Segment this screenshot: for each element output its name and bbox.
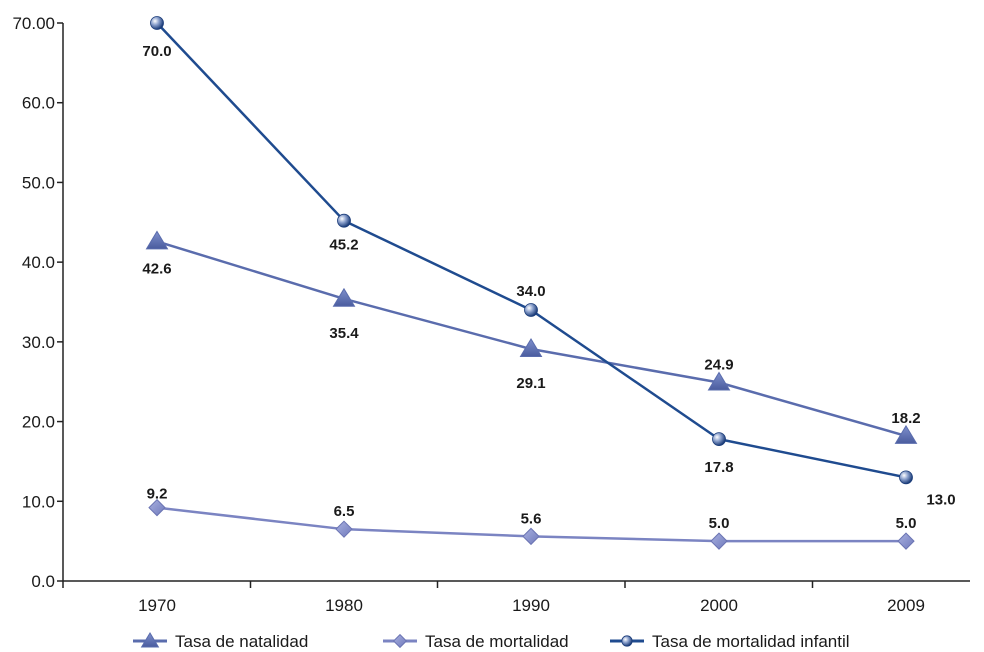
data-label: 70.0: [142, 43, 171, 60]
axes: 0.0 10.0 20.0 30.0 40.0 50.0 60.0 70.00 1970 1980…: [12, 14, 970, 615]
data-label: 5.0: [896, 515, 917, 532]
y-tick-label: 20.0: [22, 413, 55, 432]
data-labels: 42.6 35.4 29.1 24.9 18.2 9.2 6.5 5.6 5.0 5.0 70.0 4…: [142, 43, 955, 532]
x-tick-label: 1990: [512, 596, 550, 615]
legend-label: Tasa de mortalidad infantil: [652, 632, 850, 651]
circle-marker: [337, 213, 351, 228]
triangle-marker: [707, 371, 731, 391]
data-label: 34.0: [516, 283, 545, 300]
y-tick-label: 70.00: [12, 14, 55, 33]
data-label: 9.2: [147, 486, 168, 503]
legend-label: Tasa de natalidad: [175, 632, 308, 651]
y-tick-label: 60.0: [22, 94, 55, 113]
triangle-marker: [145, 230, 169, 250]
data-label: 18.2: [891, 410, 920, 427]
circle-marker: [712, 432, 726, 447]
data-label: 35.4: [329, 325, 359, 342]
data-label: 45.2: [329, 237, 358, 254]
triangle-marker: [894, 424, 918, 444]
diamond-marker: [897, 532, 915, 550]
triangle-marker: [140, 632, 160, 648]
data-label: 24.9: [704, 357, 733, 374]
x-tick-label: 1980: [325, 596, 363, 615]
data-label: 13.0: [926, 491, 955, 508]
circle-marker: [524, 303, 538, 317]
y-tick-label: 10.0: [22, 492, 55, 511]
triangle-marker: [519, 338, 543, 358]
x-tick-label: 1970: [138, 596, 176, 615]
circle-marker: [621, 635, 633, 647]
data-label: 42.6: [142, 260, 171, 277]
legend: Tasa de natalidad Tasa de mortalidad Tasa …: [133, 632, 850, 651]
data-label: 17.8: [704, 459, 733, 476]
data-label: 6.5: [334, 503, 355, 520]
x-tick-label: 2000: [700, 596, 738, 615]
diamond-marker: [710, 532, 728, 550]
series-line-0: [156, 240, 907, 438]
legend-label: Tasa de mortalidad: [425, 632, 569, 651]
data-label: 5.6: [521, 510, 542, 527]
diamond-marker: [522, 527, 540, 546]
x-tick-label: 2009: [887, 596, 925, 615]
triangle-marker: [332, 287, 356, 307]
diamond-marker: [148, 498, 166, 517]
y-tick-label: 0.0: [31, 572, 55, 591]
series-line-2: [156, 22, 907, 479]
diamond-marker: [335, 520, 353, 538]
y-tick-label: 30.0: [22, 333, 55, 352]
data-label: 29.1: [516, 375, 545, 392]
circle-marker: [150, 16, 164, 30]
series-markers: [145, 16, 918, 550]
data-label: 5.0: [709, 515, 730, 532]
y-tick-label: 40.0: [22, 253, 55, 272]
y-tick-label: 50.0: [22, 173, 55, 192]
circle-marker: [899, 470, 913, 485]
diamond-marker: [392, 633, 408, 649]
